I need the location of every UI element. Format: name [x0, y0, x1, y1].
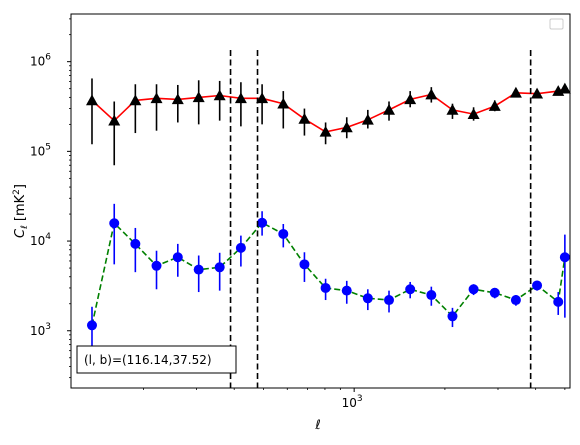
series-0-point: [488, 100, 501, 111]
series-0-point: [85, 94, 98, 106]
series-0-point: [531, 87, 544, 99]
series-0-point: [129, 94, 142, 106]
series-1-point: [489, 287, 500, 298]
series-1-point: [559, 252, 570, 263]
series-0-point: [425, 88, 438, 100]
series-1-point: [553, 296, 564, 307]
series-1-point: [299, 259, 310, 270]
svg-text:Cℓ [mK2]: Cℓ [mK2]: [12, 184, 30, 238]
series-1-point: [193, 264, 204, 275]
annotation: (l, b)=(116.14,37.52): [76, 345, 237, 374]
series-0-point: [277, 97, 290, 109]
series-1-point: [109, 218, 120, 229]
series-0-point: [150, 92, 163, 104]
series-1-point: [86, 320, 97, 331]
series-0-point: [340, 121, 353, 133]
series-1-point: [214, 262, 225, 273]
x-axis-label: ℓ: [314, 418, 320, 433]
axes-frame: [70, 13, 571, 389]
series-1-point: [426, 290, 437, 301]
series-1-point: [362, 293, 373, 304]
series-0-point: [383, 103, 396, 115]
series-0-line: [91, 87, 566, 133]
series-1-point: [447, 311, 458, 322]
y-axis-label-unit: [mK: [13, 194, 28, 221]
y-tick-label: 106: [30, 53, 51, 69]
series-0-point: [404, 93, 417, 105]
series-0-point: [256, 92, 269, 104]
y-tick-label: 105: [30, 142, 51, 158]
series-1-line: [91, 221, 566, 326]
series-1-point: [130, 238, 141, 249]
series-0-point: [446, 103, 459, 115]
series-0-point: [298, 112, 311, 124]
y-axis-label-unit-sup: 2: [12, 189, 22, 195]
plot-area: [85, 50, 571, 388]
series-1: [86, 203, 570, 351]
series-0-point: [213, 89, 226, 101]
y-axis-label-sub: ℓ: [20, 225, 30, 230]
series-0-point: [361, 113, 374, 125]
series-1-point: [278, 228, 289, 239]
series-1-point: [405, 284, 416, 295]
series-0-point: [319, 125, 332, 137]
series-1-point: [468, 284, 479, 295]
series-0-point: [108, 114, 121, 126]
series-1-point: [257, 217, 268, 228]
series-0-point: [171, 93, 184, 105]
series-0-point: [192, 91, 205, 103]
series-0-point: [234, 92, 247, 104]
series-1-point: [320, 282, 331, 293]
y-axis-label: Cℓ [mK2]: [12, 184, 30, 238]
y-axis-label-unit-end: ]: [13, 184, 28, 189]
series-0: [85, 78, 571, 166]
annotation-text: (l, b)=(116.14,37.52): [84, 353, 212, 367]
series-1-point: [172, 252, 183, 263]
series-0-point: [558, 82, 571, 94]
legend-box: [549, 18, 564, 30]
series-1-point: [341, 285, 352, 296]
series-0-point: [509, 86, 522, 98]
series-1-point: [235, 242, 246, 253]
series-1-point: [151, 260, 162, 271]
series-1-point: [384, 295, 395, 306]
x-tick-label: 103: [342, 394, 363, 410]
series-1-point: [532, 280, 543, 291]
annotation-box: [76, 345, 237, 374]
y-tick-label: 104: [30, 232, 51, 248]
y-tick-label: 103: [30, 322, 51, 338]
series-0-point: [467, 108, 480, 119]
y-axis-label-main: C: [13, 228, 28, 238]
axes: 103 103 104 105 106: [30, 13, 571, 410]
series-1-point: [510, 295, 521, 306]
